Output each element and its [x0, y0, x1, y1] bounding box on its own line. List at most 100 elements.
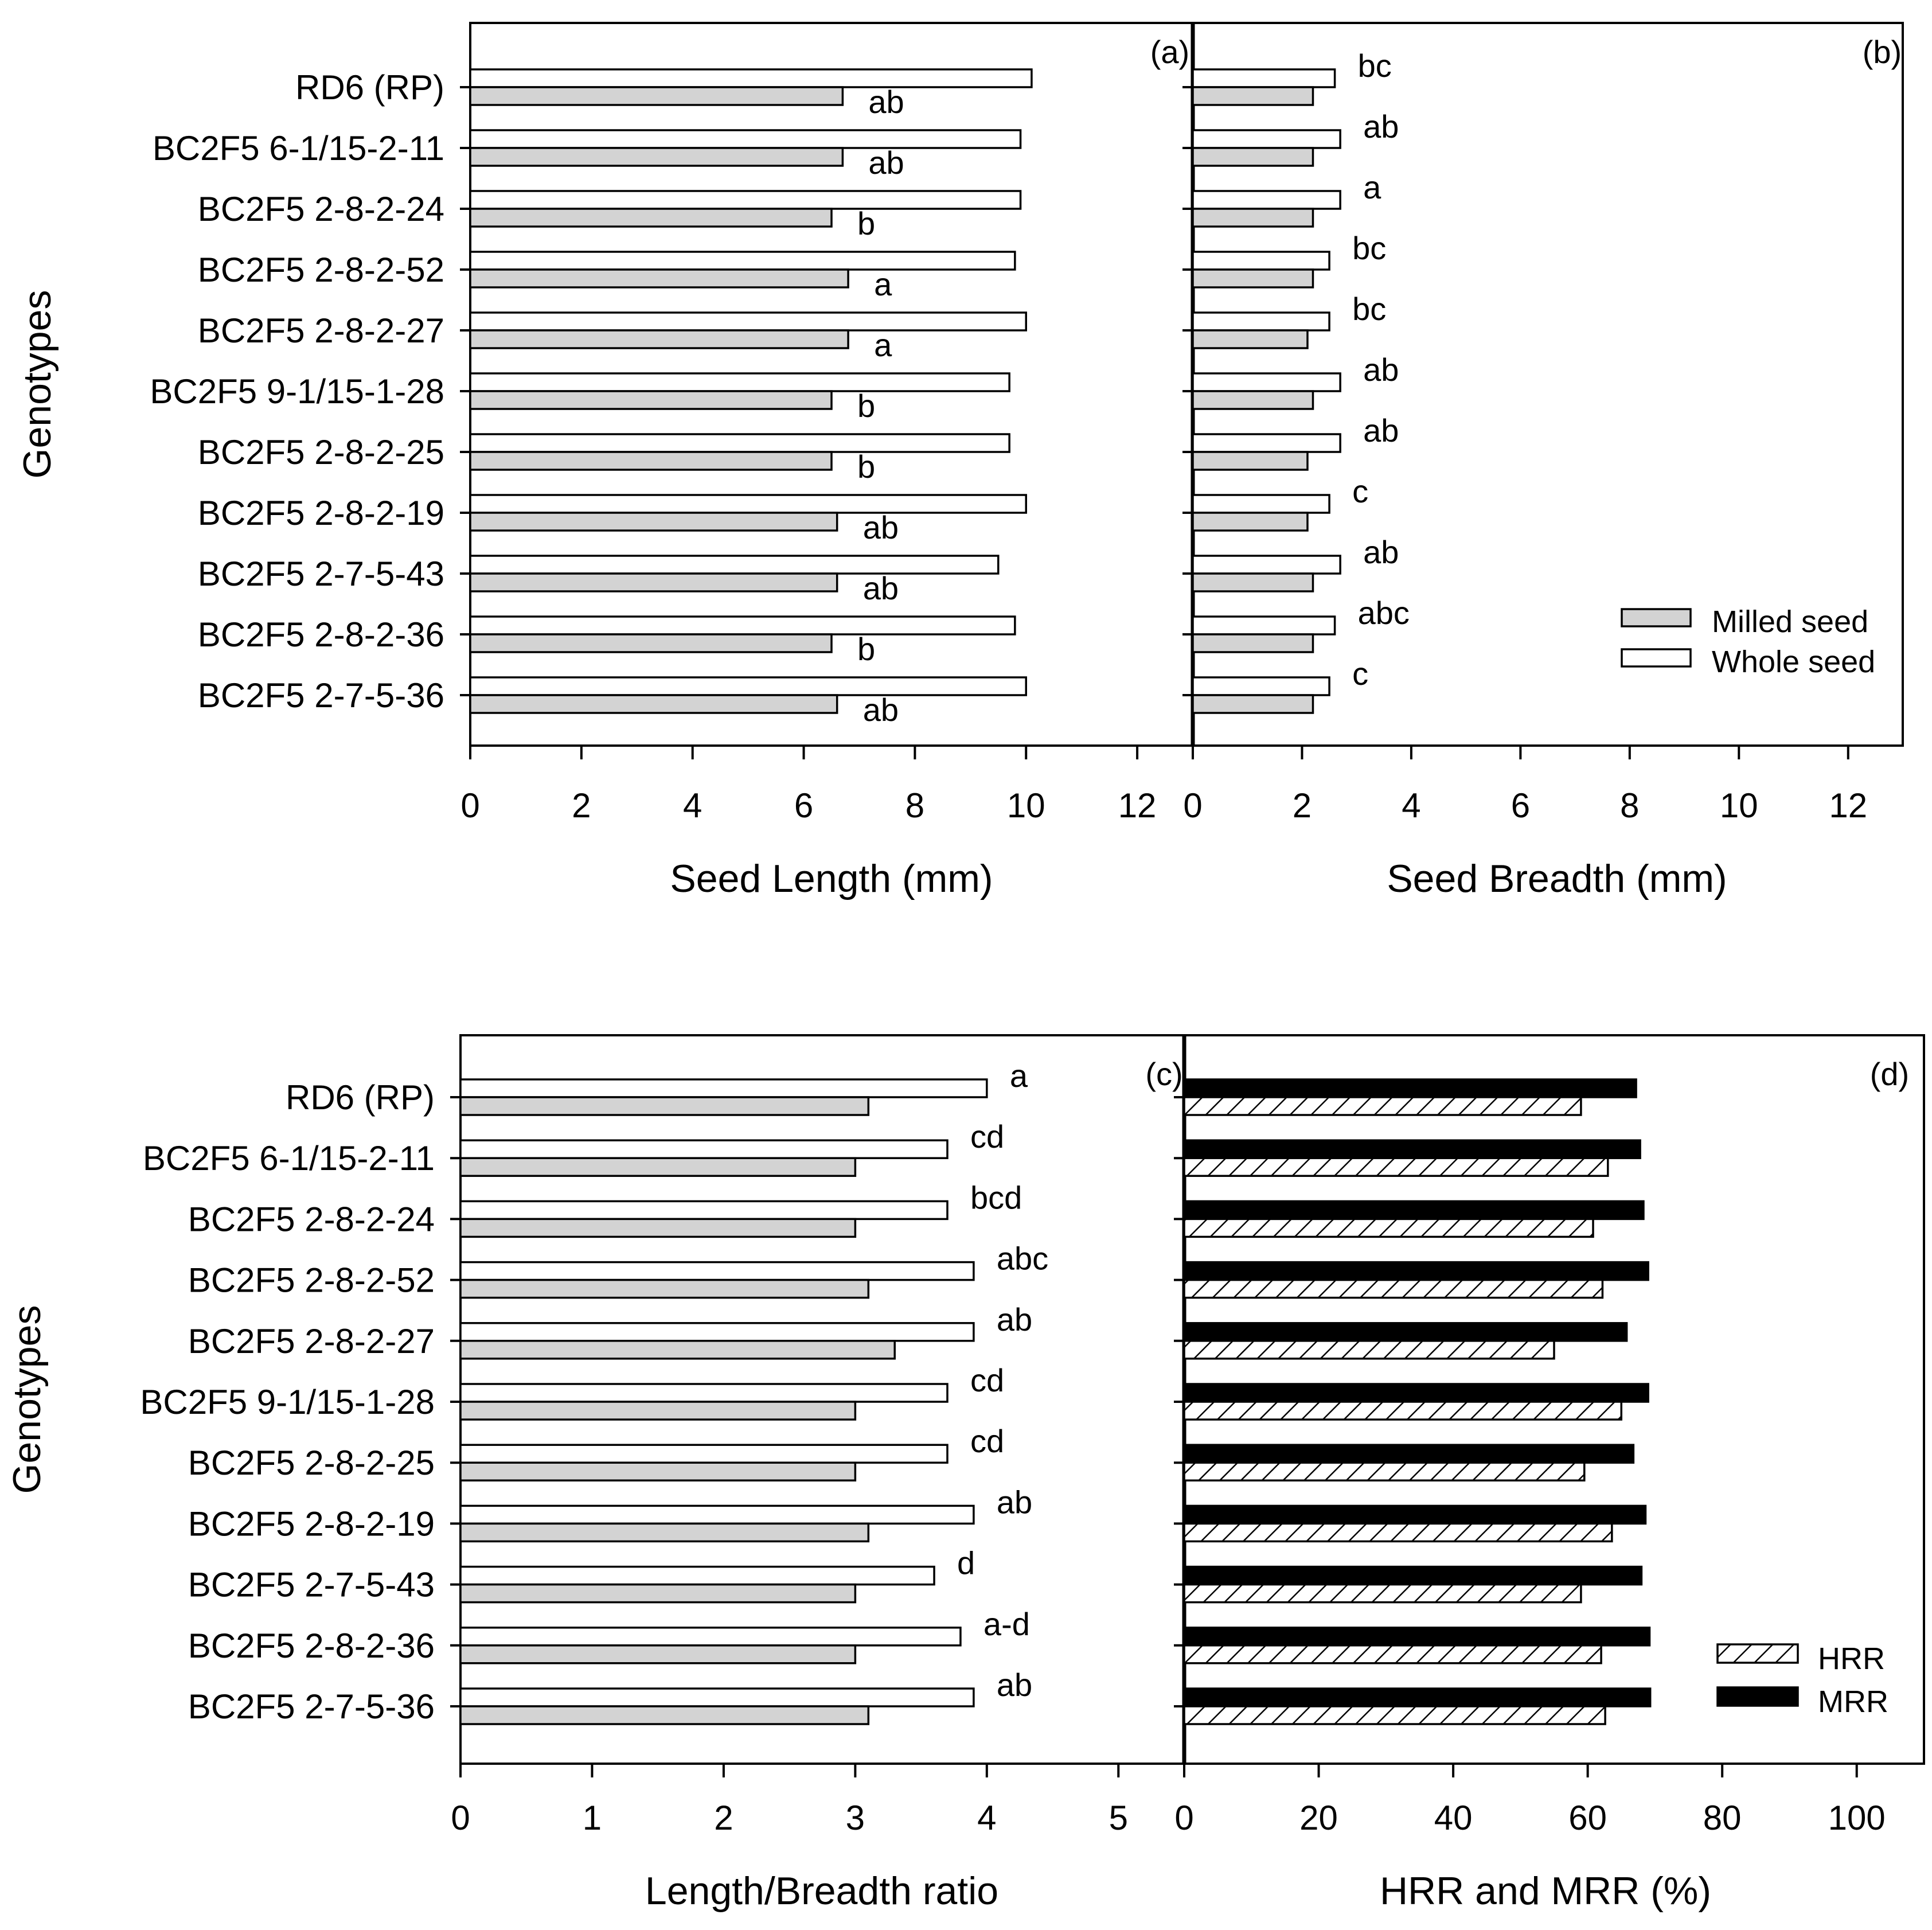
- bar-milled-seed: [1192, 147, 1314, 167]
- significance-label: b: [857, 388, 875, 424]
- bar-mrr: [1183, 1383, 1649, 1403]
- significance-label: a: [1010, 1058, 1028, 1094]
- bar-whole-seed: [469, 555, 1000, 575]
- bar-whole-seed: [1192, 615, 1336, 635]
- bar-milled-seed: [469, 694, 838, 714]
- significance-label: abc: [997, 1241, 1048, 1277]
- category-label: BC2F5 2-8-2-52: [198, 251, 444, 289]
- bar-milled-seed: [1192, 208, 1314, 228]
- significance-label: a: [1363, 169, 1381, 205]
- x-tick-label: 5: [1109, 1799, 1128, 1837]
- x-axis-title: Seed Breadth (mm): [1387, 857, 1727, 900]
- bar-whole-seed: [1192, 311, 1330, 332]
- category-label: BC2F5 2-8-2-24: [198, 190, 444, 228]
- bar-series-2: [459, 1705, 870, 1725]
- bar-whole-seed: [469, 615, 1016, 635]
- category-label: BC2F5 9-1/15-1-28: [150, 372, 444, 411]
- bar-series-1: [459, 1565, 935, 1586]
- significance-label: ab: [1363, 108, 1399, 145]
- legend-swatch: [1621, 608, 1692, 627]
- significance-label: b: [857, 449, 875, 485]
- bar-whole-seed: [1192, 190, 1341, 210]
- bar-whole-seed: [469, 68, 1033, 88]
- x-tick-label: 2: [714, 1799, 733, 1837]
- bar-series-2: [459, 1157, 857, 1177]
- x-tick-label: 2: [1293, 786, 1312, 825]
- bar-series-2: [459, 1278, 870, 1299]
- legend: HRR MRR: [1716, 1642, 1888, 1719]
- panel-tag: (b): [1863, 34, 1902, 70]
- category-label: BC2F5 2-7-5-43: [188, 1566, 435, 1604]
- bar-series-1: [459, 1627, 962, 1647]
- bar-milled-seed: [1192, 390, 1314, 410]
- bar-series-2: [459, 1583, 857, 1604]
- category-label: BC2F5 2-8-2-52: [188, 1261, 435, 1300]
- category-label: BC2F5 2-7-5-36: [198, 676, 444, 715]
- significance-label: ab: [997, 1667, 1032, 1703]
- significance-label: ab: [997, 1301, 1032, 1338]
- bar-series-1: [459, 1444, 949, 1464]
- category-label: BC2F5 2-8-2-27: [198, 311, 444, 350]
- x-tick-label: 20: [1299, 1799, 1338, 1837]
- x-tick-label: 0: [460, 786, 479, 825]
- bar-milled-seed: [469, 268, 849, 288]
- bar-whole-seed: [1192, 372, 1341, 392]
- bar-milled-seed: [1192, 451, 1309, 471]
- bar-milled-seed: [1192, 268, 1314, 288]
- bar-milled-seed: [469, 633, 833, 653]
- category-label: BC2F5 2-7-5-36: [188, 1687, 435, 1726]
- x-tick-label: 0: [1174, 1799, 1193, 1837]
- bar-series-2: [459, 1096, 870, 1116]
- bar-series-1: [459, 1261, 975, 1281]
- significance-label: cd: [970, 1118, 1004, 1155]
- legend-swatch: [1716, 1686, 1799, 1707]
- x-tick-label: 10: [1720, 786, 1758, 825]
- category-label: BC2F5 2-8-2-25: [198, 433, 444, 471]
- bar-series-1: [459, 1200, 949, 1221]
- bar-milled-seed: [469, 572, 838, 592]
- significance-label: ab: [1363, 534, 1399, 570]
- bar-whole-seed: [1192, 433, 1341, 453]
- x-tick-label: 2: [572, 786, 591, 825]
- category-label: BC2F5 2-8-2-24: [188, 1200, 435, 1238]
- significance-label: a-d: [983, 1606, 1030, 1642]
- bar-whole-seed: [469, 311, 1027, 332]
- legend-swatch: [1716, 1643, 1799, 1664]
- bar-milled-seed: [469, 329, 849, 349]
- bar-series-2: [459, 1340, 896, 1360]
- category-label: BC2F5 2-8-2-25: [188, 1444, 435, 1482]
- bar-mrr: [1183, 1200, 1645, 1221]
- legend-label: Whole seed: [1712, 645, 1875, 679]
- bar-series-1: [459, 1504, 975, 1525]
- y-axis-title: Genotypes: [5, 1305, 49, 1494]
- significance-label: ab: [1363, 412, 1399, 449]
- significance-label: d: [957, 1545, 975, 1581]
- bar-hrr: [1183, 1461, 1586, 1481]
- category-label: BC2F5 6-1/15-2-11: [153, 129, 444, 167]
- y-axis-title: Genotypes: [15, 290, 59, 479]
- bar-hrr: [1183, 1644, 1602, 1664]
- x-tick-label: 4: [683, 786, 702, 825]
- x-axis-title: HRR and MRR (%): [1380, 1869, 1711, 1913]
- significance-label: ab: [997, 1484, 1032, 1520]
- significance-label: b: [857, 205, 875, 241]
- bar-milled-seed: [469, 512, 838, 532]
- x-tick-label: 8: [905, 786, 924, 825]
- bar-mrr: [1183, 1565, 1643, 1586]
- legend-label: Milled seed: [1712, 605, 1868, 639]
- category-label: BC2F5 2-8-2-19: [188, 1504, 435, 1543]
- x-tick-label: 12: [1118, 786, 1157, 825]
- bar-milled-seed: [1192, 329, 1309, 349]
- bar-whole-seed: [1192, 555, 1341, 575]
- category-label: RD6 (RP): [286, 1078, 435, 1117]
- bar-whole-seed: [1192, 129, 1341, 149]
- category-label: RD6 (RP): [295, 68, 444, 107]
- category-label: BC2F5 6-1/15-2-11: [143, 1139, 435, 1178]
- legend-label: MRR: [1818, 1685, 1888, 1719]
- bar-series-1: [459, 1687, 975, 1707]
- bar-series-2: [459, 1644, 857, 1664]
- significance-label: ab: [863, 570, 899, 606]
- legend-label: HRR: [1818, 1642, 1885, 1676]
